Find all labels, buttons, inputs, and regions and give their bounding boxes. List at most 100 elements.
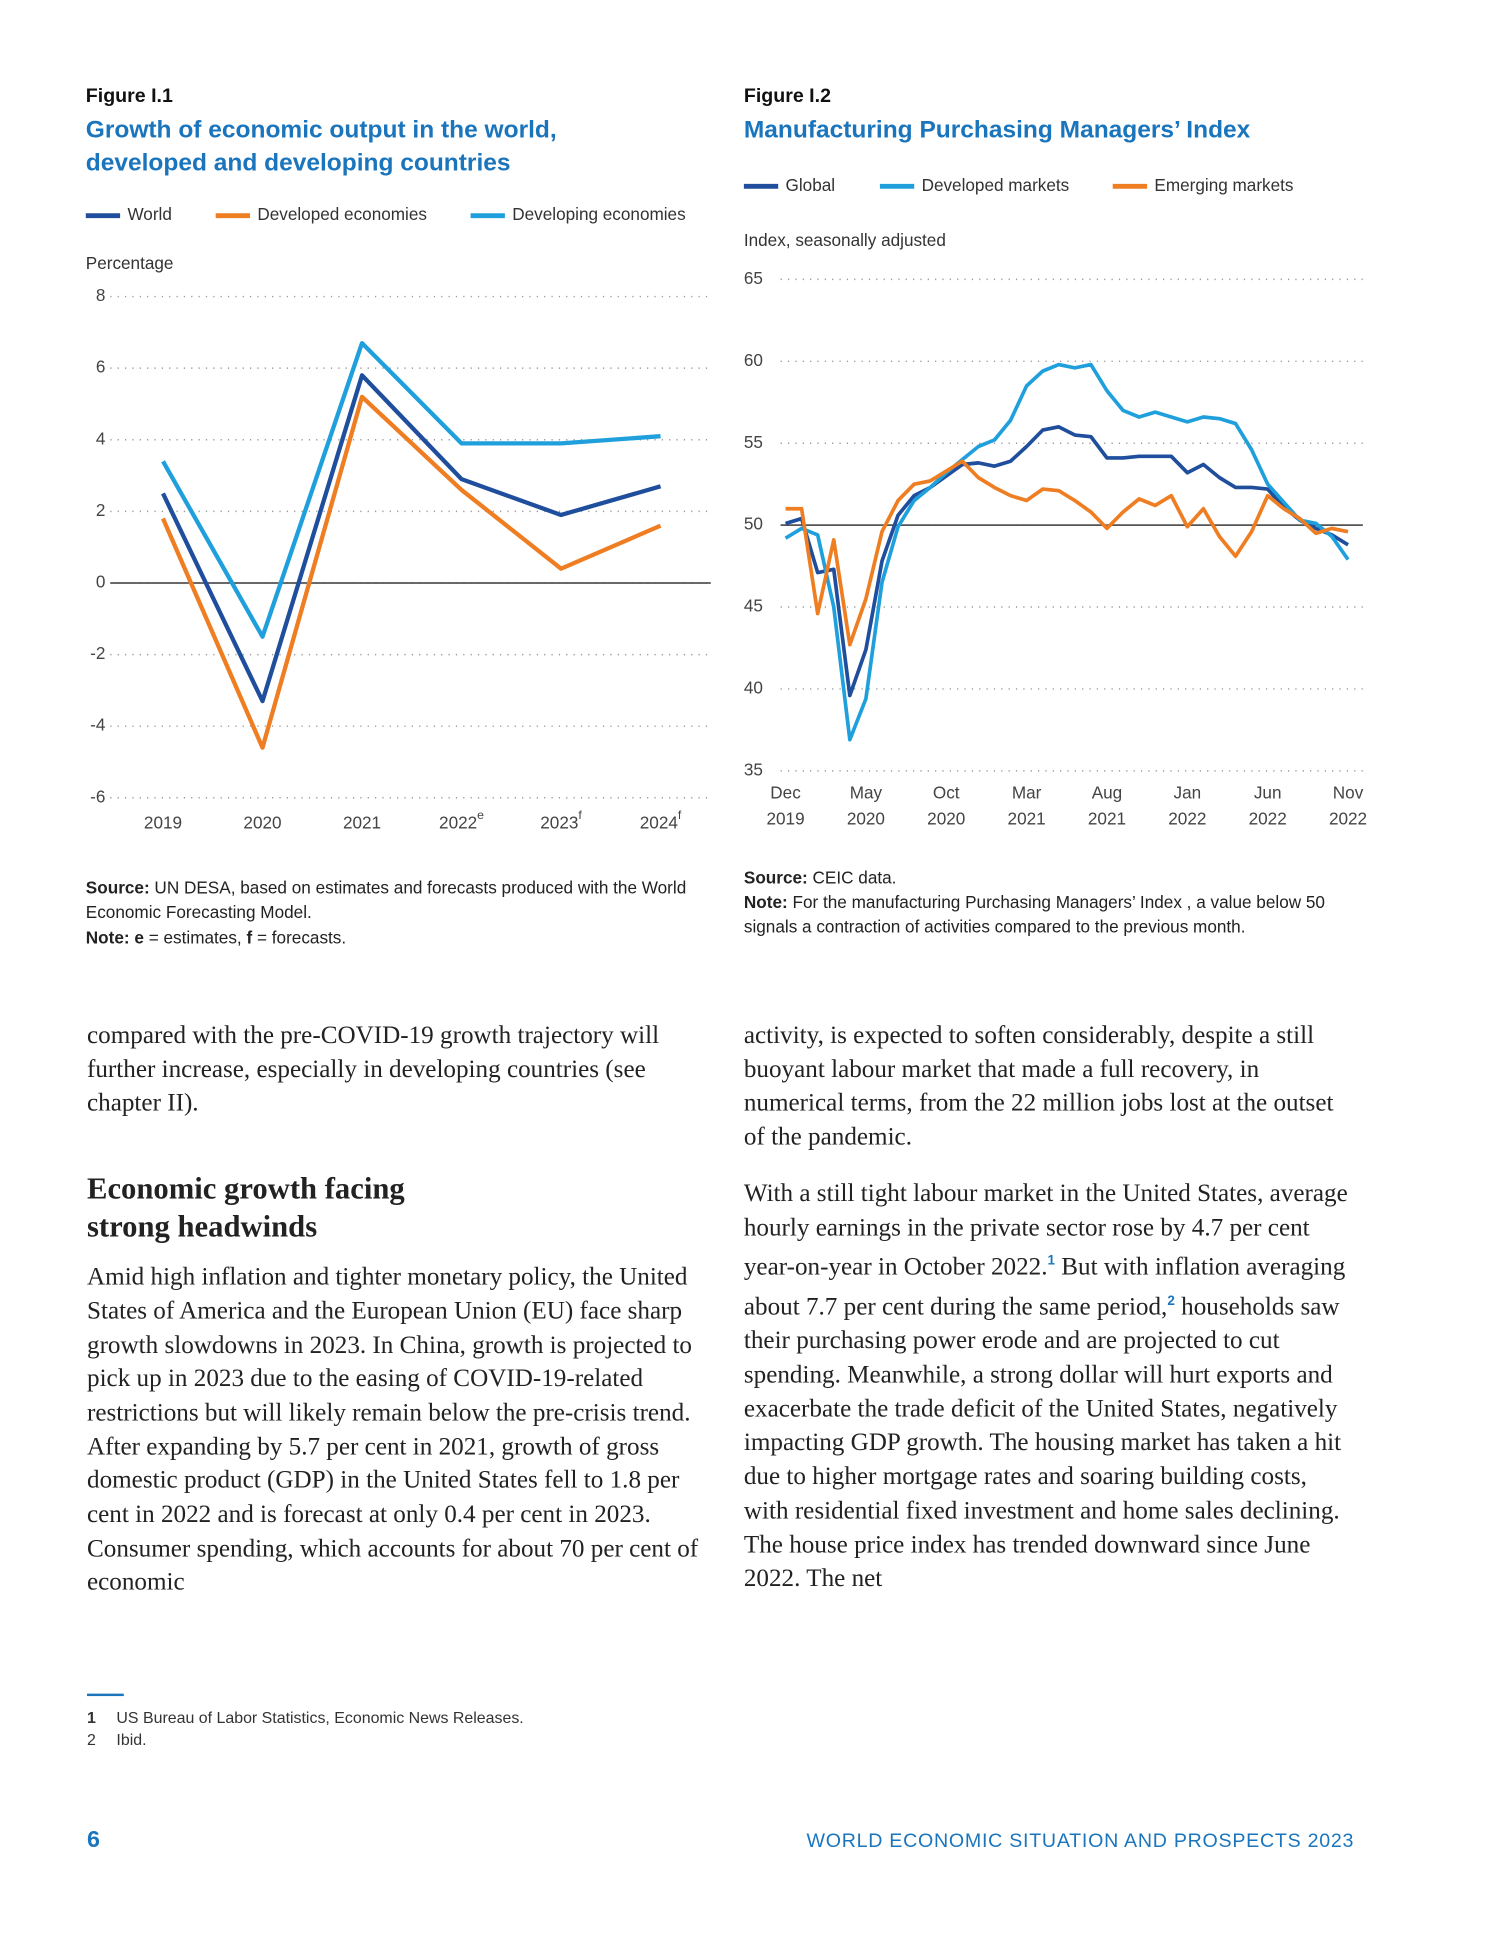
text-run: CEIC data. bbox=[807, 867, 897, 888]
x-tick-label: 2022 bbox=[1249, 808, 1287, 828]
y-tick-label: 6 bbox=[96, 357, 106, 377]
right-column: activity, is expected to soften consider… bbox=[744, 1020, 1353, 1619]
footnote-text: Ibid. bbox=[116, 1730, 147, 1749]
series-line bbox=[785, 424, 1349, 698]
x-tick-label: Mar bbox=[1012, 783, 1042, 803]
x-tick-label: Jan bbox=[1174, 783, 1202, 803]
x-tick-label: Nov bbox=[1333, 783, 1364, 803]
chart-title: Growth of economic output in the world, bbox=[86, 117, 557, 144]
footnote-number: 2 bbox=[87, 1730, 96, 1749]
footnote-number: 1 bbox=[87, 1708, 96, 1727]
footnote-ref: 1 bbox=[1047, 1253, 1056, 1269]
text-run: Source: bbox=[85, 877, 150, 898]
source: Source: UN DESA, based on estimates and … bbox=[86, 875, 699, 924]
legend-label: Developed economies bbox=[257, 204, 427, 224]
series-line bbox=[784, 362, 1350, 742]
text-run: = forecasts. bbox=[252, 927, 347, 948]
paragraph: Amid high inflation and tighter monetary… bbox=[87, 1263, 699, 1597]
y-tick-label: 50 bbox=[744, 514, 763, 534]
legend-label: Emerging markets bbox=[1154, 175, 1293, 195]
category: 2022 bbox=[439, 812, 477, 832]
y-tick-label: 0 bbox=[96, 572, 106, 592]
y-tick-label: 4 bbox=[96, 428, 106, 448]
footnote-ref: 2 bbox=[1167, 1293, 1175, 1309]
note: Note: For the manufacturing Purchasing M… bbox=[744, 890, 1351, 939]
y-tick-label: 40 bbox=[744, 677, 763, 697]
category: 2019 bbox=[144, 812, 182, 832]
charts: Figure I.1 Growth of economic output in … bbox=[85, 85, 1367, 832]
left-column: compared with the pre-COVID-19 growth tr… bbox=[87, 1020, 700, 1623]
y-axis-label: Percentage bbox=[86, 253, 174, 273]
text-run: = estimates, bbox=[143, 927, 247, 948]
category: 2020 bbox=[243, 812, 281, 832]
x-tick-label: May bbox=[850, 783, 883, 803]
legend-label: Developed markets bbox=[922, 175, 1070, 195]
paragraph: With a still tight labour market in the … bbox=[744, 1177, 1353, 1596]
x-tick-label: 2022e bbox=[439, 808, 484, 832]
x-tick-label: 2021 bbox=[1008, 808, 1046, 828]
x-tick-label: 2020 bbox=[927, 808, 965, 828]
figure-label: Figure I.2 bbox=[744, 85, 831, 107]
note: Note: e = estimates, f = forecasts. bbox=[86, 925, 699, 950]
x-tick-label: 2022 bbox=[1168, 808, 1206, 828]
source: Source: CEIC data. bbox=[744, 865, 1357, 890]
paragraph: compared with the pre-COVID-19 growth tr… bbox=[87, 1022, 660, 1117]
x-tick-label: 2021 bbox=[343, 812, 381, 832]
x-tick-label: 2019 bbox=[766, 808, 804, 828]
y-tick-label: 2 bbox=[96, 500, 106, 520]
text-run: e bbox=[134, 927, 144, 948]
x-tick-label: 2024f bbox=[640, 808, 682, 832]
text-run: But with inflation averaging about 7.7 p… bbox=[743, 1253, 1346, 1321]
category-note: e bbox=[477, 808, 484, 822]
text-run: UN DESA, based on estimates and forecast… bbox=[85, 877, 687, 922]
text-run: Note: bbox=[743, 892, 788, 912]
x-tick-label: Jun bbox=[1254, 783, 1282, 803]
category-note: f bbox=[578, 808, 582, 822]
series-line bbox=[161, 373, 662, 704]
chart-title: developed and developing countries bbox=[86, 150, 511, 177]
y-tick-label: -4 bbox=[90, 715, 106, 735]
x-tick-label: 2019 bbox=[144, 812, 182, 832]
footnote-text: US Bureau of Labor Statistics, Economic … bbox=[116, 1708, 524, 1727]
page-number: 6 bbox=[87, 1827, 100, 1853]
running-title: WORLD ECONOMIC SITUATION AND PROSPECTS 2… bbox=[806, 1830, 1355, 1852]
x-tick-label: 2021 bbox=[1088, 808, 1126, 828]
text-run: For the manufacturing Purchasing Manager… bbox=[743, 892, 1325, 937]
y-tick-label: 8 bbox=[96, 285, 106, 305]
y-tick-label: 65 bbox=[744, 268, 763, 288]
legend-label: World bbox=[127, 204, 171, 224]
category-note: f bbox=[678, 808, 682, 822]
x-tick-label: Aug bbox=[1092, 783, 1123, 803]
text-run: households saw their purchasing power er… bbox=[743, 1293, 1342, 1593]
category: 2024 bbox=[640, 812, 679, 832]
text-run: Note: bbox=[85, 927, 130, 948]
x-tick-label: 2020 bbox=[847, 808, 885, 828]
y-tick-label: -6 bbox=[90, 786, 105, 806]
x-tick-label: Dec bbox=[770, 783, 801, 803]
x-tick-label: 2022 bbox=[1329, 808, 1367, 828]
text-run: With a still tight labour market in the … bbox=[743, 1179, 1348, 1281]
x-tick-label: 2023f bbox=[540, 808, 582, 832]
category: 2023 bbox=[540, 812, 578, 832]
y-tick-label: 35 bbox=[744, 759, 763, 779]
y-tick-label: -2 bbox=[90, 643, 105, 663]
legend-label: Global bbox=[786, 175, 836, 195]
text-run: f bbox=[246, 927, 253, 948]
series-line bbox=[785, 459, 1349, 647]
heading: Economic growth facing strong headwinds bbox=[87, 1172, 405, 1245]
figure-label: Figure I.1 bbox=[86, 85, 173, 107]
footnote: 1 US Bureau of Labor Statistics, Economic… bbox=[87, 1707, 524, 1729]
y-axis-label: Index, seasonally adjusted bbox=[744, 230, 946, 250]
x-tick-label: Oct bbox=[933, 783, 960, 803]
text-run: Source: bbox=[743, 867, 808, 888]
legend-label: Developing economies bbox=[512, 204, 685, 224]
y-tick-label: 60 bbox=[744, 350, 763, 370]
series-line bbox=[161, 394, 662, 750]
x-tick-label: 2020 bbox=[243, 812, 281, 832]
series-line bbox=[161, 340, 661, 639]
paragraph: activity, is expected to soften consider… bbox=[743, 1022, 1334, 1151]
footnote: 2 Ibid. bbox=[87, 1729, 147, 1751]
y-tick-label: 45 bbox=[744, 596, 763, 616]
